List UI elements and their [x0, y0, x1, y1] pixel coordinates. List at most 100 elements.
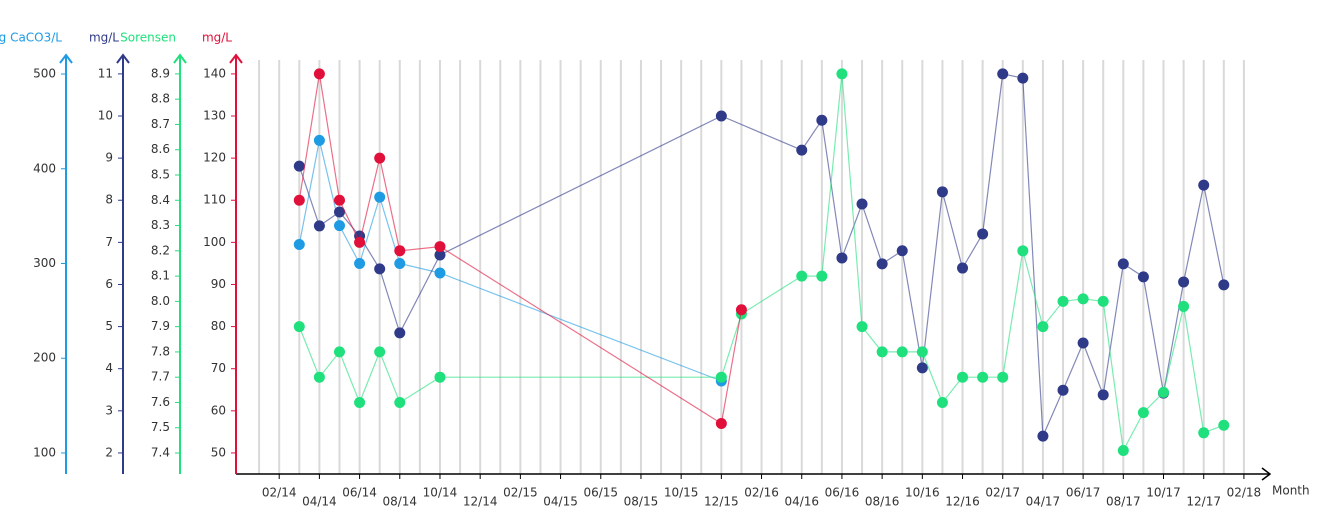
data-point — [896, 346, 908, 358]
y-tick-label: 70 — [211, 361, 226, 375]
data-point — [977, 228, 989, 240]
data-point — [394, 327, 406, 339]
x-tick-label: 12/14 — [463, 495, 498, 509]
x-tick-label: 10/16 — [905, 486, 940, 500]
data-point — [293, 194, 305, 206]
data-point — [313, 220, 325, 232]
y-tick-label: 60 — [211, 403, 226, 417]
data-point — [876, 346, 888, 358]
data-point — [293, 160, 305, 172]
data-point — [313, 371, 325, 383]
y-tick-label: 8.6 — [151, 142, 170, 156]
data-point — [1017, 72, 1029, 84]
data-point — [735, 304, 747, 316]
data-point — [836, 252, 848, 264]
data-point — [796, 270, 808, 282]
x-tick-label: 04/14 — [302, 495, 337, 509]
data-point — [1137, 271, 1149, 283]
data-point — [936, 396, 948, 408]
data-point — [1017, 245, 1029, 257]
data-point — [856, 321, 868, 333]
y-tick-label: 400 — [33, 161, 56, 175]
data-point — [997, 371, 1009, 383]
x-tick-label: 02/17 — [985, 486, 1020, 500]
y-tick-label: 50 — [211, 445, 226, 459]
data-point — [354, 396, 366, 408]
data-point — [715, 371, 727, 383]
x-tick-label: 10/15 — [664, 486, 699, 500]
y-tick-label: 6 — [105, 277, 113, 291]
data-point — [333, 206, 345, 218]
x-tick-label: 10/14 — [423, 486, 458, 500]
y-tick-label: 8.0 — [151, 294, 170, 308]
y-tick-label: 8.1 — [151, 269, 170, 283]
data-point — [434, 249, 446, 261]
x-tick-label: 12/15 — [704, 495, 739, 509]
y-tick-label: 200 — [33, 351, 56, 365]
y-tick-label: 7.5 — [151, 420, 170, 434]
x-tick-label: 12/17 — [1186, 495, 1221, 509]
y-axis-title: mg/L — [89, 31, 119, 45]
data-point — [1077, 293, 1089, 305]
y-axis-title: mg CaCO3/L — [0, 31, 62, 45]
y-tick-label: 8.3 — [151, 218, 170, 232]
x-tick-label: 02/14 — [262, 486, 297, 500]
x-tick-label: 06/16 — [825, 486, 860, 500]
data-point — [293, 321, 305, 333]
data-point — [354, 257, 366, 269]
x-tick-label: 08/16 — [865, 495, 900, 509]
data-point — [997, 68, 1009, 80]
y-tick-label: 7.4 — [151, 446, 170, 460]
data-point — [374, 346, 386, 358]
data-point — [796, 144, 808, 156]
data-point — [333, 220, 345, 232]
y-axis-title: Sorensen — [120, 31, 176, 45]
y-tick-label: 8 — [105, 193, 113, 207]
data-point — [374, 152, 386, 164]
data-point — [394, 245, 406, 257]
x-tick-label: 06/15 — [583, 486, 618, 500]
data-point — [715, 110, 727, 122]
data-point — [715, 417, 727, 429]
data-point — [1097, 389, 1109, 401]
y-tick-label: 100 — [203, 235, 226, 249]
x-tick-label: 06/14 — [342, 486, 377, 500]
y-tick-label: 2 — [105, 445, 113, 459]
data-point — [816, 270, 828, 282]
y-tick-label: 130 — [203, 109, 226, 123]
data-point — [333, 194, 345, 206]
y-tick-label: 10 — [98, 109, 113, 123]
data-point — [1117, 444, 1129, 456]
y-tick-label: 8.7 — [151, 117, 170, 131]
data-point — [977, 371, 989, 383]
y-tick-label: 8.5 — [151, 168, 170, 182]
x-tick-label: 08/15 — [624, 495, 659, 509]
data-point — [916, 362, 928, 374]
data-point — [1198, 427, 1210, 439]
data-point — [836, 68, 848, 80]
y-axis-title: mg/L — [202, 31, 232, 45]
y-axis-arrow — [59, 53, 73, 64]
data-point — [374, 191, 386, 203]
data-point — [434, 371, 446, 383]
data-point — [394, 396, 406, 408]
data-point — [1077, 337, 1089, 349]
x-tick-label: 02/18 — [1227, 486, 1262, 500]
data-point — [394, 257, 406, 269]
data-point — [313, 134, 325, 146]
data-point — [1097, 295, 1109, 307]
data-point — [434, 241, 446, 253]
y-tick-label: 7 — [105, 235, 113, 249]
data-point — [1117, 258, 1129, 270]
y-axis-arrow — [173, 53, 187, 64]
y-tick-label: 8.4 — [151, 193, 170, 207]
data-point — [1037, 430, 1049, 442]
data-point — [936, 186, 948, 198]
y-tick-label: 8.2 — [151, 243, 170, 257]
y-tick-label: 11 — [98, 66, 113, 80]
y-tick-label: 7.6 — [151, 395, 170, 409]
data-point — [1137, 407, 1149, 419]
data-point — [1158, 386, 1170, 398]
y-tick-label: 90 — [211, 277, 226, 291]
